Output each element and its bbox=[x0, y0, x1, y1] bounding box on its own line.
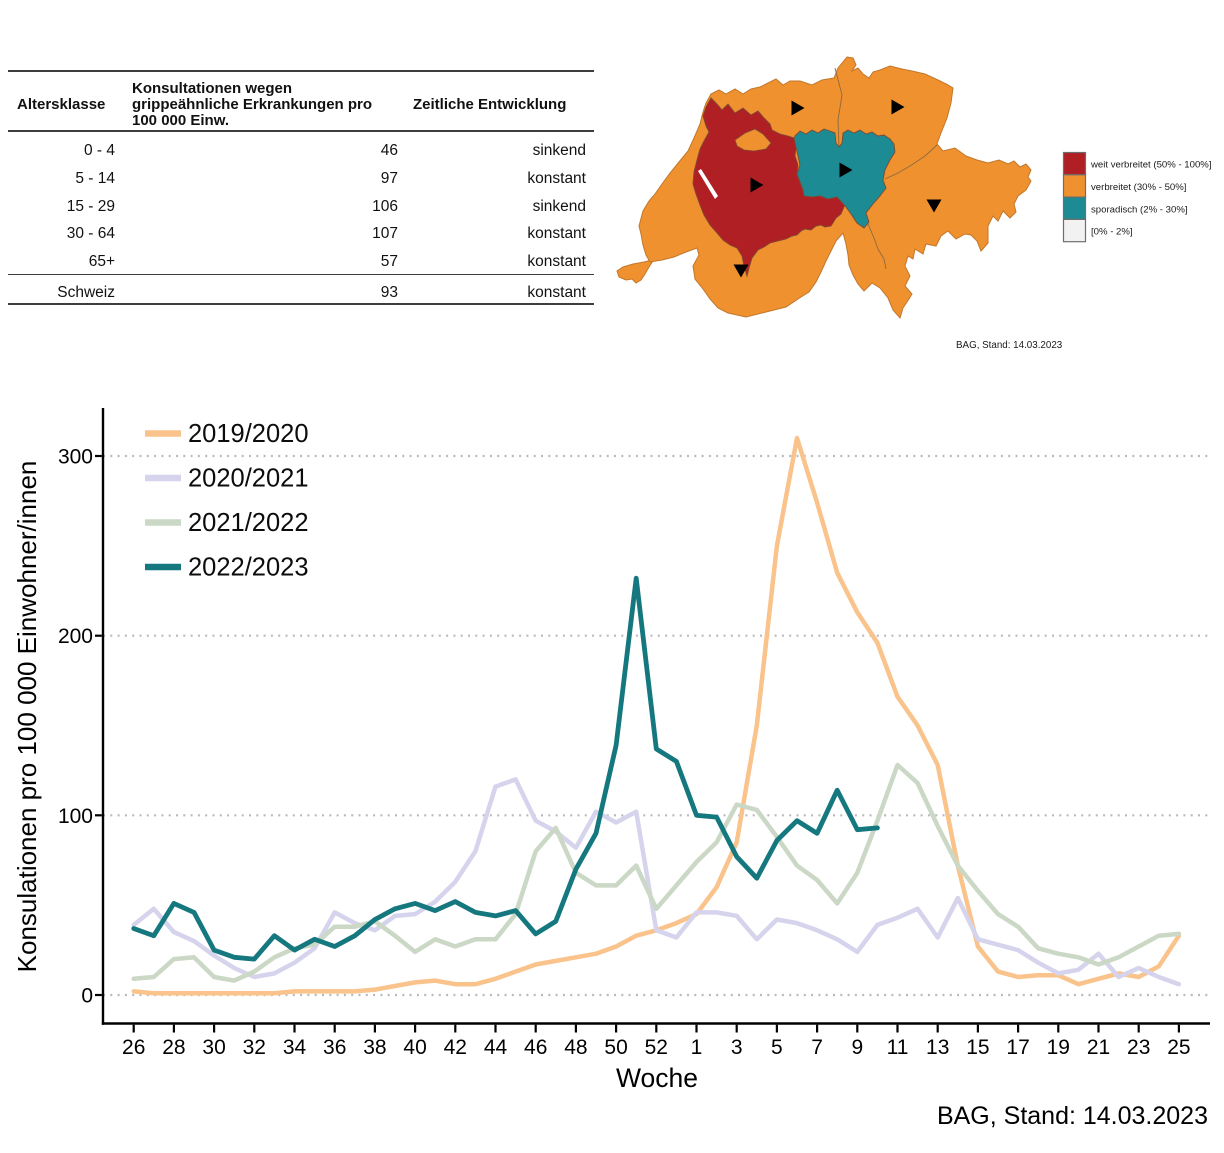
svg-text:BAG, Stand: 14.03.2023: BAG, Stand: 14.03.2023 bbox=[956, 340, 1063, 351]
svg-text:15: 15 bbox=[966, 1036, 989, 1059]
svg-text:46: 46 bbox=[524, 1036, 547, 1059]
svg-text:26: 26 bbox=[122, 1036, 145, 1059]
svg-text:17: 17 bbox=[1006, 1036, 1029, 1059]
svg-text:44: 44 bbox=[484, 1036, 508, 1059]
svg-text:42: 42 bbox=[444, 1036, 467, 1059]
svg-text:verbreitet (30% - 50%]: verbreitet (30% - 50%] bbox=[1091, 182, 1186, 193]
svg-text:38: 38 bbox=[363, 1036, 386, 1059]
svg-text:9: 9 bbox=[851, 1036, 863, 1059]
svg-text:1: 1 bbox=[691, 1036, 703, 1059]
svg-text:2021/2022: 2021/2022 bbox=[188, 509, 309, 537]
svg-text:36: 36 bbox=[323, 1036, 346, 1059]
svg-text:100: 100 bbox=[58, 805, 93, 828]
svg-text:3: 3 bbox=[731, 1036, 743, 1059]
svg-text:weit verbreitet (50% - 100%]: weit verbreitet (50% - 100%] bbox=[1090, 160, 1212, 171]
svg-text:2022/2023: 2022/2023 bbox=[188, 554, 309, 582]
svg-text:32: 32 bbox=[243, 1036, 266, 1059]
svg-text:Konsulationen pro 100 000 Einw: Konsulationen pro 100 000 Einwohner/inne… bbox=[12, 461, 42, 973]
svg-text:BAG, Stand: 14.03.2023: BAG, Stand: 14.03.2023 bbox=[937, 1102, 1208, 1130]
svg-text:7: 7 bbox=[811, 1036, 823, 1059]
svg-text:50: 50 bbox=[604, 1036, 627, 1059]
svg-text:28: 28 bbox=[162, 1036, 185, 1059]
svg-text:34: 34 bbox=[283, 1036, 307, 1059]
svg-text:23: 23 bbox=[1127, 1036, 1150, 1059]
svg-text:0: 0 bbox=[81, 985, 93, 1008]
svg-text:48: 48 bbox=[564, 1036, 587, 1059]
svg-text:2020/2021: 2020/2021 bbox=[188, 465, 309, 493]
svg-text:21: 21 bbox=[1087, 1036, 1110, 1059]
svg-text:Woche: Woche bbox=[616, 1063, 698, 1093]
svg-text:40: 40 bbox=[403, 1036, 426, 1059]
svg-text:[0% - 2%]: [0% - 2%] bbox=[1091, 227, 1133, 238]
svg-text:30: 30 bbox=[202, 1036, 225, 1059]
svg-text:52: 52 bbox=[645, 1036, 668, 1059]
svg-text:300: 300 bbox=[58, 446, 93, 469]
svg-text:sporadisch (2% - 30%]: sporadisch (2% - 30%] bbox=[1091, 204, 1188, 215]
svg-text:11: 11 bbox=[887, 1036, 909, 1059]
svg-text:13: 13 bbox=[926, 1036, 949, 1059]
svg-text:200: 200 bbox=[58, 625, 93, 648]
svg-text:5: 5 bbox=[771, 1036, 783, 1059]
svg-text:2019/2020: 2019/2020 bbox=[188, 420, 309, 448]
svg-text:25: 25 bbox=[1167, 1036, 1190, 1059]
svg-text:19: 19 bbox=[1047, 1036, 1070, 1059]
